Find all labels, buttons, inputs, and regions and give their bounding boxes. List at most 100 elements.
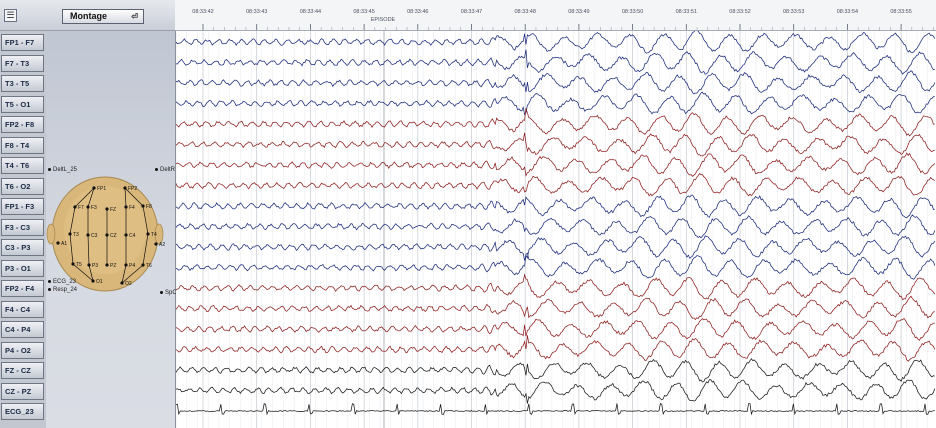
eeg-trace xyxy=(176,317,935,341)
eeg-trace xyxy=(176,214,936,239)
channel-label[interactable]: FP2 - F8 xyxy=(1,116,44,133)
electrode-a2[interactable]: A2 xyxy=(154,242,165,248)
eeg-trace xyxy=(176,252,936,280)
electrode-t4[interactable]: T4 xyxy=(146,232,157,238)
eeg-trace xyxy=(176,358,935,383)
electrode-map-panel: FP1 FP2 F7 F3 FZ F4 F8 A1 T3 C3 CZ C4 T4 A2 T5 P3 PZ P4 T6… xyxy=(46,31,177,428)
menu-button[interactable]: ☰ xyxy=(4,9,17,22)
channel-label[interactable]: T3 - T5 xyxy=(1,75,44,92)
electrode-t3[interactable]: T3 xyxy=(68,232,79,238)
side-electrode-deltr[interactable]: DeltR xyxy=(155,167,175,173)
electrode-fp1[interactable]: FP1 xyxy=(92,186,106,192)
bipolar-chain-link xyxy=(87,234,90,266)
electrode-p3[interactable]: P3 xyxy=(87,263,98,269)
electrode-dot-icon xyxy=(68,232,72,236)
eeg-trace xyxy=(176,194,935,219)
electrode-p4[interactable]: P4 xyxy=(124,263,135,269)
time-tick-label: 08:33:53 xyxy=(783,9,804,15)
time-ruler[interactable]: 08:33:42 08:33:43 08:33:44 08:33:45 08:33:46… xyxy=(175,0,936,31)
side-electrode-resp[interactable]: Resp_24 xyxy=(48,287,77,293)
electrode-label: PZ xyxy=(110,263,116,269)
channel-label[interactable]: FP2 - F4 xyxy=(1,280,44,297)
left-ear xyxy=(46,223,56,245)
time-tick-label: 08:33:46 xyxy=(407,9,428,15)
electrode-f4[interactable]: F4 xyxy=(124,205,135,211)
channel-label[interactable]: F7 - T3 xyxy=(1,54,44,72)
eeg-trace xyxy=(176,335,936,362)
bipolar-chain-link xyxy=(121,264,144,284)
toolbar: ☰ Montage ⏎ xyxy=(0,0,175,31)
channel-label[interactable]: FP1 - F3 xyxy=(1,198,44,215)
channel-label[interactable]: F3 - C3 xyxy=(1,218,44,236)
electrode-label: C3 xyxy=(91,233,98,239)
channel-label[interactable]: F4 - C4 xyxy=(1,300,44,318)
electrode-f3[interactable]: F3 xyxy=(86,205,97,211)
eeg-trace xyxy=(176,31,936,54)
channel-label[interactable]: F8 - T4 xyxy=(1,136,44,154)
channel-label[interactable]: T4 - T6 xyxy=(1,157,44,174)
electrode-dot-icon xyxy=(141,204,145,208)
channel-label[interactable]: P3 - O1 xyxy=(1,259,44,277)
channel-label[interactable]: C4 - P4 xyxy=(1,321,44,338)
electrode-dot-icon xyxy=(141,263,145,267)
channel-label[interactable]: FZ - CZ xyxy=(1,362,44,379)
time-tick-label: 08:33:43 xyxy=(246,9,267,15)
head-electrode-diagram[interactable]: FP1 FP2 F7 F3 FZ F4 F8 A1 T3 C3 CZ C4 T4 A2 T5 P3 PZ P4 T6… xyxy=(46,31,175,428)
electrode-cz[interactable]: CZ xyxy=(105,233,117,239)
time-tick-label: 08:33:49 xyxy=(568,9,589,15)
electrode-a1[interactable]: A1 xyxy=(56,241,67,247)
electrode-dot-icon xyxy=(154,242,158,246)
eeg-trace-area[interactable] xyxy=(176,31,936,428)
electrode-c4[interactable]: C4 xyxy=(124,233,136,239)
electrode-label: FP2 xyxy=(128,186,137,192)
time-tick-label: 08:33:55 xyxy=(890,9,911,15)
channel-label[interactable]: CZ - PZ xyxy=(1,382,44,400)
electrode-o1[interactable]: O1 xyxy=(91,279,103,285)
montage-dropdown[interactable]: Montage ⏎ xyxy=(62,9,144,24)
time-tick-label: 08:33:50 xyxy=(622,9,643,15)
eeg-trace xyxy=(176,235,936,261)
electrode-label: FP1 xyxy=(97,186,106,192)
electrode-t5[interactable]: T5 xyxy=(71,262,82,268)
electrode-c3[interactable]: C3 xyxy=(86,233,98,239)
electrode-fp2[interactable]: FP2 xyxy=(123,186,137,192)
electrode-f7[interactable]: F7 xyxy=(73,205,84,211)
electrode-label: CZ xyxy=(110,233,117,239)
electrode-dot-icon xyxy=(123,186,127,190)
channel-label[interactable]: C3 - P3 xyxy=(1,239,44,256)
side-electrode-ecg[interactable]: ECG_23 xyxy=(48,279,76,285)
bipolar-chain-link xyxy=(121,264,127,284)
electrode-label: F3 xyxy=(91,205,97,211)
electrode-o2[interactable]: O2 xyxy=(120,281,132,287)
side-electrode-spo[interactable]: SpO xyxy=(160,290,177,296)
bipolar-chain-link xyxy=(87,187,95,208)
bipolar-chain-link xyxy=(142,205,149,235)
list-icon: ☰ xyxy=(6,10,15,20)
side-electrode-deltl[interactable]: DeltL_25 xyxy=(48,167,77,173)
channel-label[interactable]: T5 - O1 xyxy=(1,95,44,113)
electrode-label: F8 xyxy=(146,204,152,210)
channel-label[interactable]: P4 - O2 xyxy=(1,341,44,359)
electrode-dot-icon xyxy=(71,262,75,266)
eeg-trace xyxy=(176,273,936,301)
electrode-fz[interactable]: FZ xyxy=(105,207,116,213)
eeg-trace xyxy=(176,108,935,137)
bipolar-chain-link xyxy=(74,187,95,208)
electrode-f8[interactable]: F8 xyxy=(141,204,152,210)
time-tick-label: 08:33:54 xyxy=(837,9,858,15)
electrode-dot-icon xyxy=(105,263,109,267)
electrode-dot-icon xyxy=(87,263,91,267)
time-tick-label: 08:33:45 xyxy=(353,9,374,15)
electrode-label: A1 xyxy=(61,241,67,247)
electrode-pz[interactable]: PZ xyxy=(105,263,116,269)
electrode-dot-icon xyxy=(86,205,90,209)
channel-label[interactable]: T6 - O2 xyxy=(1,177,44,195)
channel-label[interactable]: FP1 - F7 xyxy=(1,34,44,51)
electrode-t6[interactable]: T6 xyxy=(141,263,152,269)
side-electrode-label: ECG_23 xyxy=(53,279,77,285)
electrode-dot-icon xyxy=(105,207,109,211)
time-tick-label: 08:33:48 xyxy=(514,9,535,15)
channel-label[interactable]: ECG_23 xyxy=(1,403,44,420)
bipolar-chain-link xyxy=(69,233,74,265)
